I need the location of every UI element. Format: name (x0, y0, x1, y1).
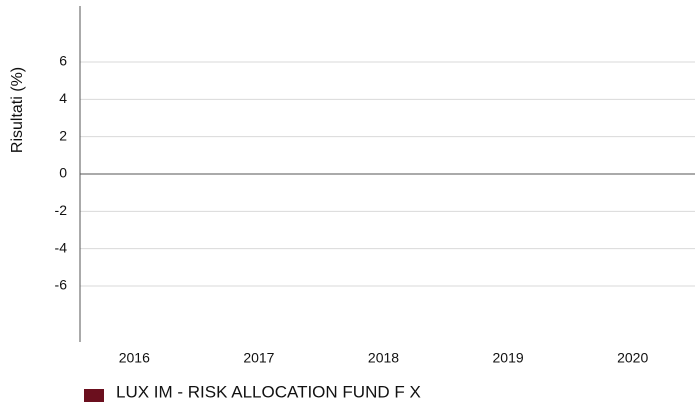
legend-label: LUX IM - RISK ALLOCATION FUND F X (116, 382, 421, 401)
x-tick-label: 2019 (493, 350, 524, 366)
x-tick-label: 2018 (368, 350, 399, 366)
x-tick-label: 2020 (617, 350, 648, 366)
y-tick-label: 0 (59, 165, 67, 181)
x-tick-label: 2017 (243, 350, 274, 366)
y-axis-label: Risultati (%) (9, 67, 26, 153)
y-tick-label: -4 (55, 239, 68, 255)
y-tick-label: 2 (59, 127, 67, 143)
x-tick-label: 2016 (119, 350, 150, 366)
y-tick-label: 4 (59, 90, 67, 106)
legend-swatch (84, 389, 104, 402)
y-tick-label: -2 (55, 202, 68, 218)
y-tick-label: -6 (55, 277, 68, 293)
y-tick-label: 6 (59, 53, 67, 69)
